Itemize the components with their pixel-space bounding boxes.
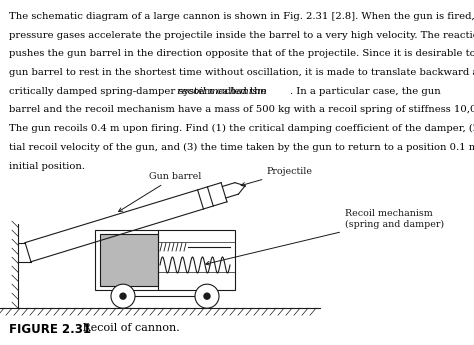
Text: . In a particular case, the gun: . In a particular case, the gun — [290, 87, 441, 96]
Text: recoil mechanism: recoil mechanism — [177, 87, 267, 96]
Text: barrel and the recoil mechanism have a mass of 500 kg with a recoil spring of st: barrel and the recoil mechanism have a m… — [9, 106, 474, 115]
Text: initial position.: initial position. — [9, 161, 85, 170]
Circle shape — [120, 293, 126, 299]
Text: Recoil mechanism
(spring and damper): Recoil mechanism (spring and damper) — [206, 209, 444, 265]
Circle shape — [195, 284, 219, 308]
Text: critically damped spring-damper system called the: critically damped spring-damper system c… — [9, 87, 270, 96]
Text: Projectile: Projectile — [241, 167, 313, 186]
Text: pushes the gun barrel in the direction opposite that of the projectile. Since it: pushes the gun barrel in the direction o… — [9, 49, 474, 58]
Text: Recoil of cannon.: Recoil of cannon. — [72, 323, 180, 333]
Text: FIGURE 2.31: FIGURE 2.31 — [9, 323, 91, 336]
Text: tial recoil velocity of the gun, and (3) the time taken by the gun to return to : tial recoil velocity of the gun, and (3)… — [9, 143, 474, 152]
Bar — [100, 234, 158, 286]
Text: The gun recoils 0.4 m upon firing. Find (1) the critical damping coefficient of : The gun recoils 0.4 m upon firing. Find … — [9, 124, 474, 133]
Text: Gun barrel: Gun barrel — [118, 172, 201, 211]
Circle shape — [111, 284, 135, 308]
Text: The schematic diagram of a large cannon is shown in Fig. 2.31 [2.8]. When the gu: The schematic diagram of a large cannon … — [9, 12, 474, 21]
Circle shape — [204, 293, 210, 299]
Text: gun barrel to rest in the shortest time without oscillation, it is made to trans: gun barrel to rest in the shortest time … — [9, 68, 474, 77]
Bar — [95, 230, 235, 290]
Text: pressure gases accelerate the projectile inside the barrel to a very high veloci: pressure gases accelerate the projectile… — [9, 31, 474, 40]
